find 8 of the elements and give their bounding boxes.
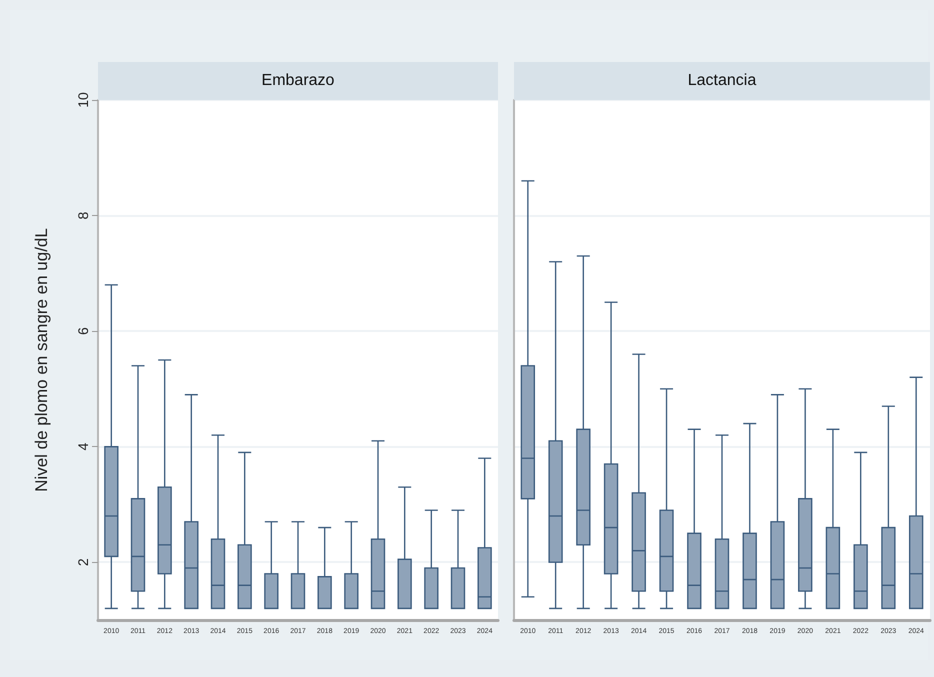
y-tick-label: 4: [75, 442, 91, 451]
chart-title: Embarazo: [98, 62, 498, 100]
y-tick-label: 10: [75, 92, 91, 108]
y-tick-label: 6: [75, 327, 91, 336]
y-axis-title: Nivel de plomo en sangre en ug/dL: [32, 228, 51, 492]
y-tick-label: 8: [75, 211, 91, 220]
y-tick-label: 2: [75, 558, 91, 566]
chart-title: Lactancia: [514, 62, 930, 100]
